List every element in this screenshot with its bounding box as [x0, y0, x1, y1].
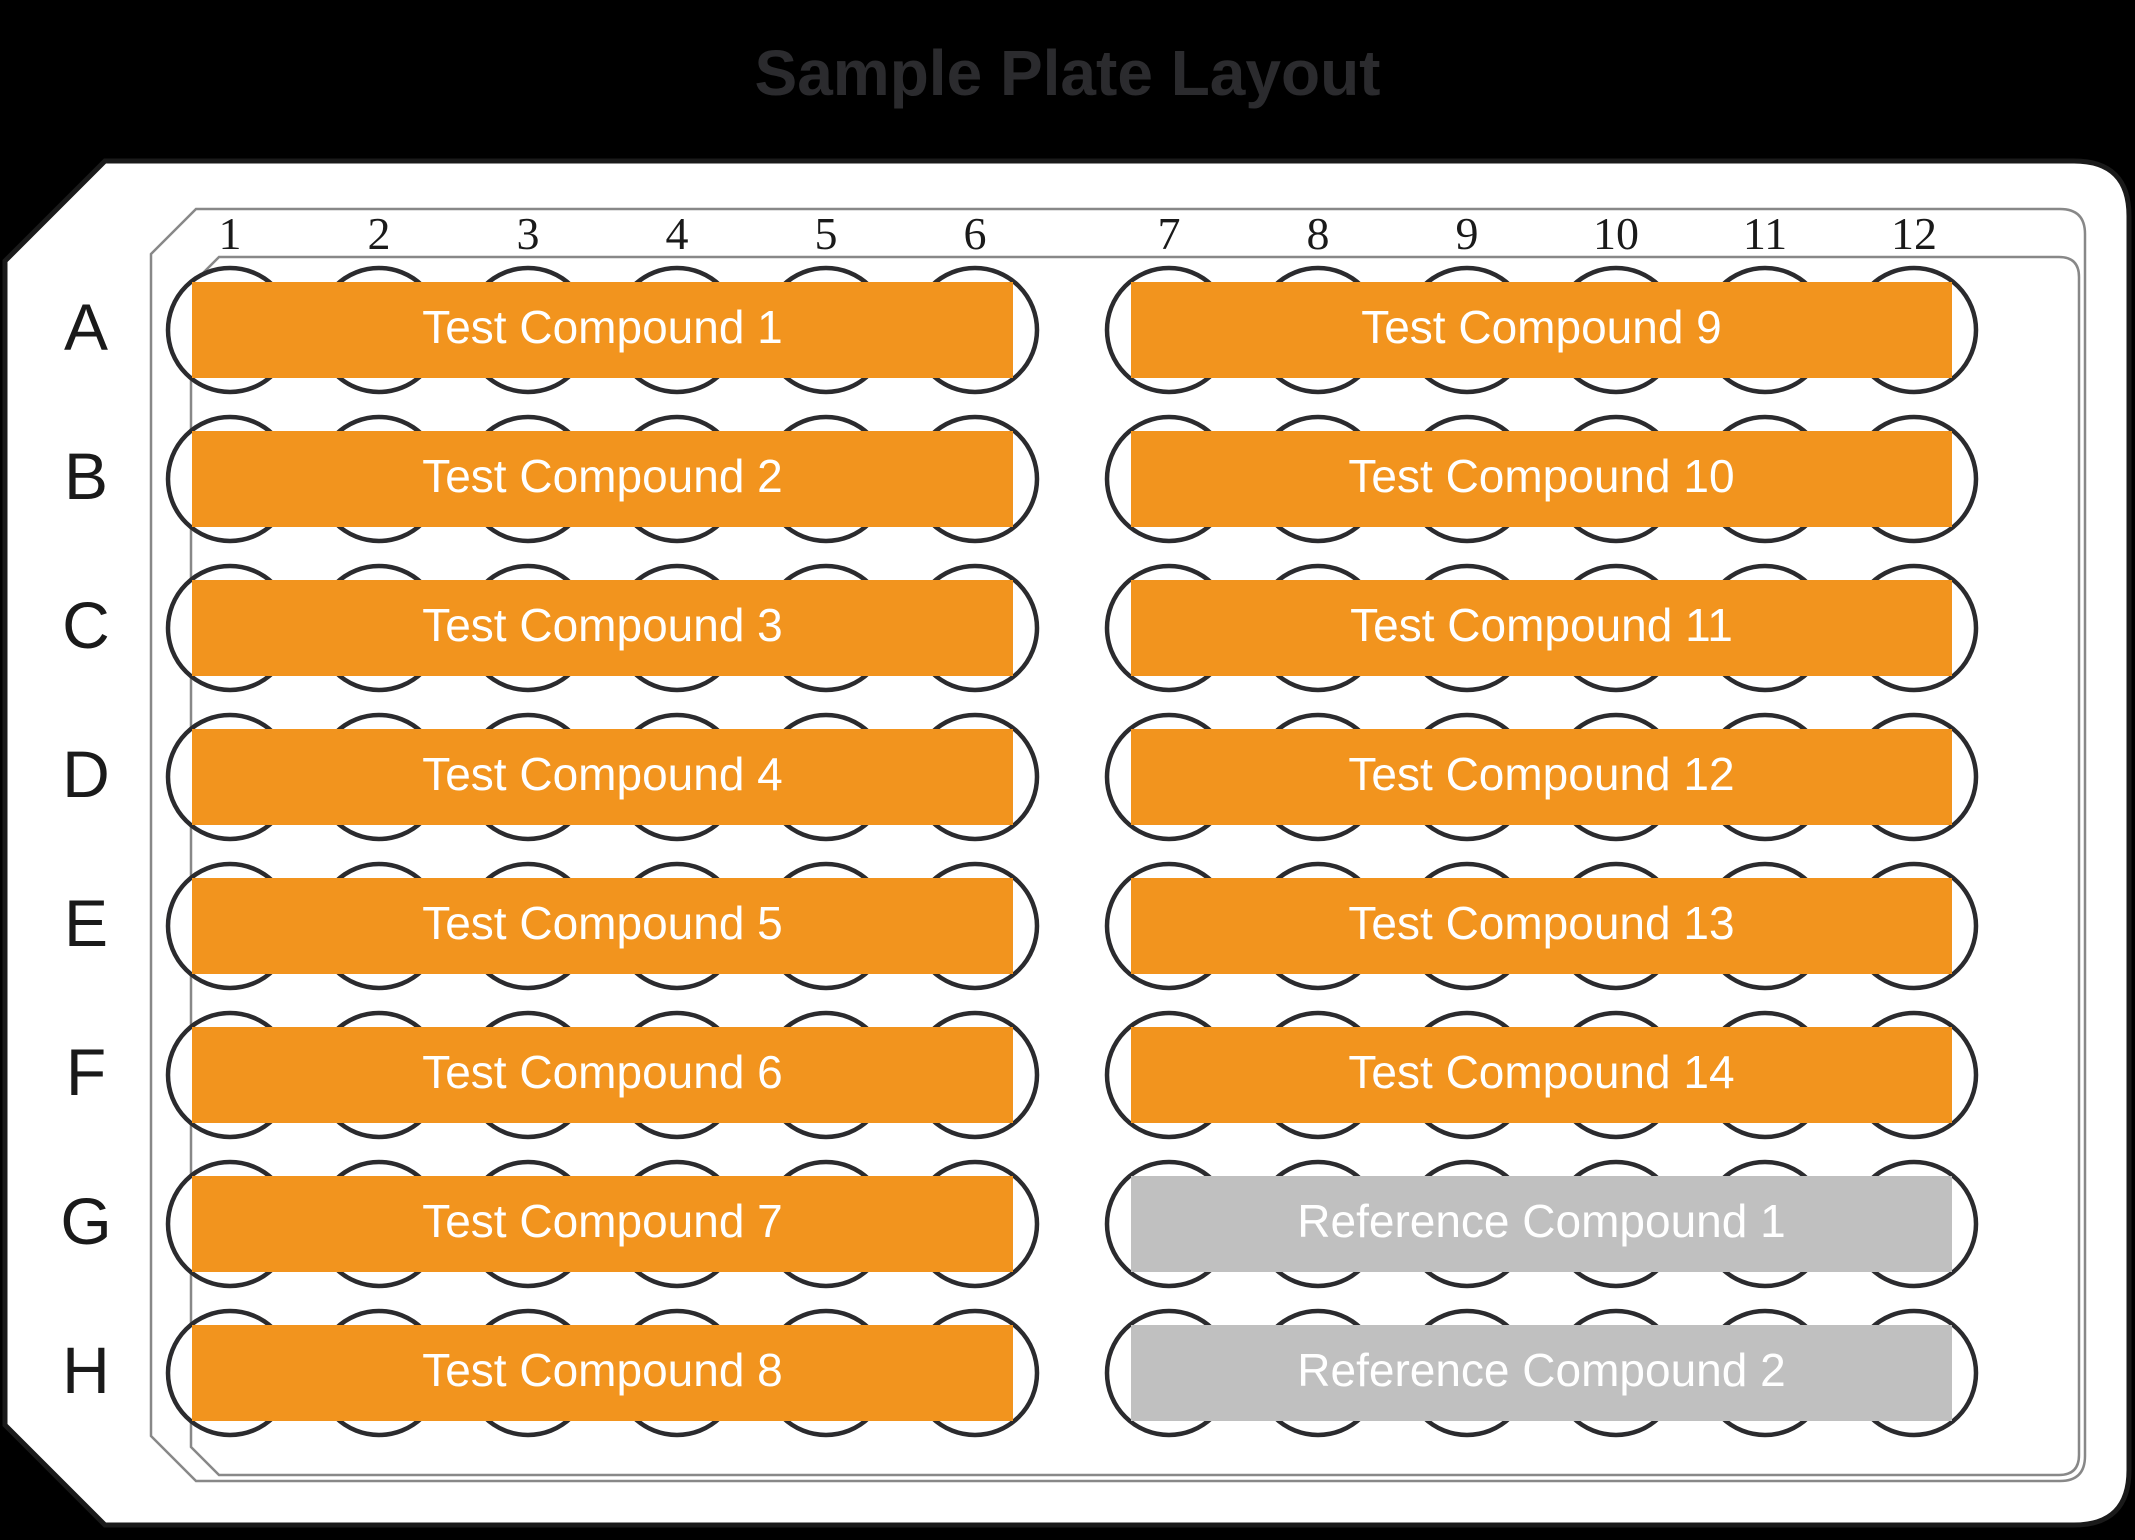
svg-text:Test Compound 4: Test Compound 4 — [422, 748, 783, 800]
svg-text:G: G — [60, 1184, 111, 1258]
svg-text:10: 10 — [1593, 208, 1639, 259]
svg-text:Test Compound 8: Test Compound 8 — [422, 1344, 783, 1396]
svg-text:Reference Compound 1: Reference Compound 1 — [1297, 1195, 1785, 1247]
svg-text:Test Compound 12: Test Compound 12 — [1348, 748, 1734, 800]
svg-text:Reference Compound 2: Reference Compound 2 — [1297, 1344, 1785, 1396]
svg-text:F: F — [66, 1035, 106, 1109]
svg-text:11: 11 — [1743, 208, 1787, 259]
svg-text:Test Compound 11: Test Compound 11 — [1350, 599, 1733, 651]
svg-text:Test Compound 2: Test Compound 2 — [422, 450, 783, 502]
svg-text:H: H — [62, 1333, 110, 1407]
svg-text:3: 3 — [517, 208, 540, 259]
svg-text:B: B — [64, 439, 108, 513]
svg-text:Test Compound 7: Test Compound 7 — [422, 1195, 783, 1247]
svg-text:A: A — [64, 290, 108, 364]
svg-text:4: 4 — [666, 208, 689, 259]
svg-text:1: 1 — [219, 208, 242, 259]
svg-text:Test Compound 6: Test Compound 6 — [422, 1046, 783, 1098]
svg-text:Test Compound 14: Test Compound 14 — [1348, 1046, 1734, 1098]
svg-text:Test Compound 1: Test Compound 1 — [422, 301, 783, 353]
svg-text:E: E — [64, 886, 108, 960]
svg-text:2: 2 — [368, 208, 391, 259]
svg-text:Test Compound 9: Test Compound 9 — [1361, 301, 1722, 353]
svg-text:D: D — [62, 737, 110, 811]
svg-text:12: 12 — [1891, 208, 1937, 259]
svg-text:9: 9 — [1456, 208, 1479, 259]
svg-text:C: C — [62, 588, 110, 662]
svg-text:Test Compound 5: Test Compound 5 — [422, 897, 783, 949]
svg-text:8: 8 — [1307, 208, 1330, 259]
svg-text:6: 6 — [964, 208, 987, 259]
svg-text:Test Compound 3: Test Compound 3 — [422, 599, 783, 651]
svg-text:7: 7 — [1158, 208, 1181, 259]
svg-text:5: 5 — [815, 208, 838, 259]
svg-text:Test Compound 10: Test Compound 10 — [1348, 450, 1734, 502]
svg-text:Test Compound 13: Test Compound 13 — [1348, 897, 1734, 949]
